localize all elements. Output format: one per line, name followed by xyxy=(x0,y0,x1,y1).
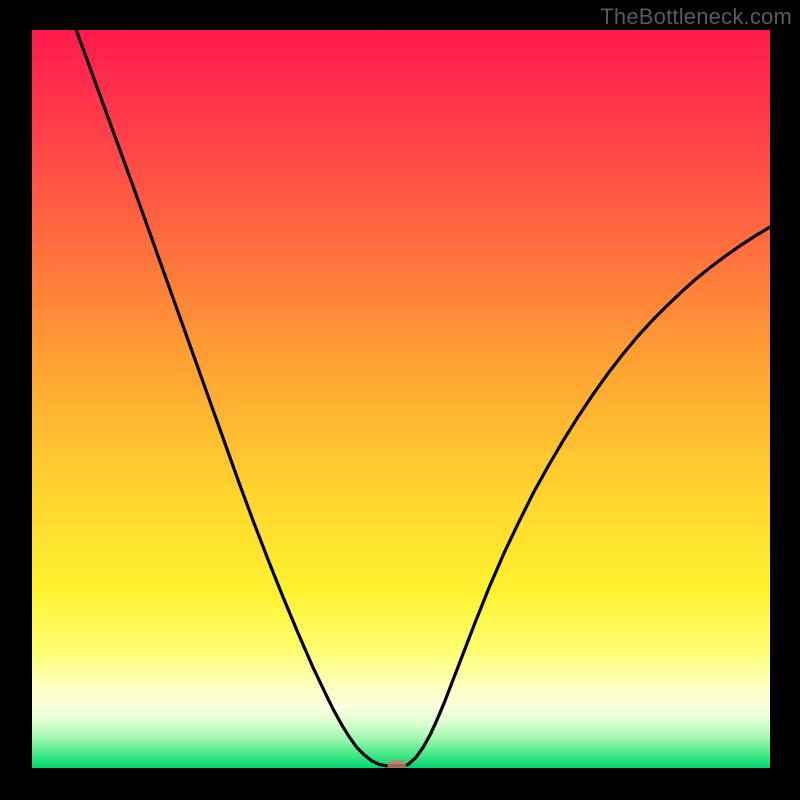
plot-area xyxy=(32,30,770,768)
watermark-text: TheBottleneck.com xyxy=(600,4,792,30)
bottleneck-curve xyxy=(32,30,770,768)
frame-border-right xyxy=(770,0,800,800)
bottleneck-curve-path xyxy=(76,30,770,766)
optimal-point-marker xyxy=(388,760,407,768)
frame-border-left xyxy=(0,0,32,800)
chart-frame: TheBottleneck.com xyxy=(0,0,800,800)
frame-border-bottom xyxy=(0,768,800,800)
